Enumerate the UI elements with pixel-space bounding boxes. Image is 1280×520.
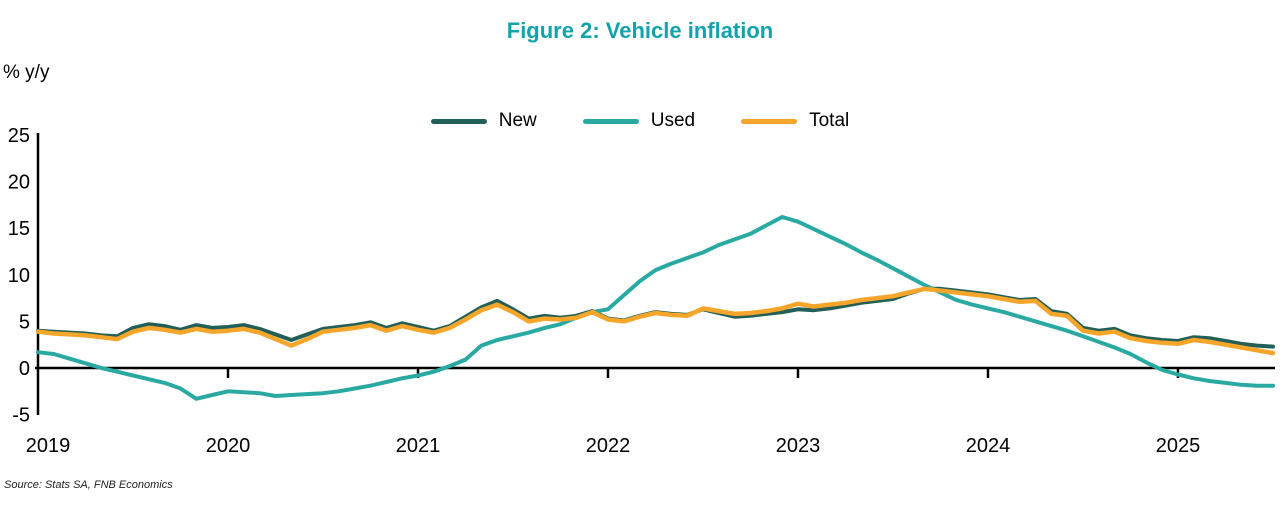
x-tick-label: 2019 bbox=[26, 435, 71, 457]
series-line-total bbox=[35, 286, 1276, 356]
series-line-used bbox=[36, 215, 1275, 401]
y-axis-unit-label: % y/y bbox=[3, 62, 50, 83]
chart-title: Figure 2: Vehicle inflation bbox=[506, 18, 774, 43]
x-tick-label: 2023 bbox=[776, 435, 821, 457]
y-tick-label: -5 bbox=[12, 405, 30, 427]
x-tick-label: 2025 bbox=[1156, 435, 1201, 457]
y-tick-label: 10 bbox=[8, 265, 30, 287]
y-tick-label: 15 bbox=[8, 218, 30, 240]
source-note: Source: Stats SA, FNB Economics bbox=[4, 479, 173, 491]
legend-label-new: New bbox=[498, 110, 537, 131]
legend-label-total: Total bbox=[809, 110, 850, 131]
legend-swatch-new-icon bbox=[430, 118, 487, 124]
x-tick-label: 2024 bbox=[966, 435, 1011, 457]
legend-label-used: Used bbox=[650, 110, 696, 131]
x-tick-label: 2020 bbox=[206, 435, 251, 457]
y-tick-label: 25 bbox=[8, 125, 30, 147]
x-tick-label: 2022 bbox=[586, 435, 631, 457]
legend-item-used: Used bbox=[582, 110, 696, 132]
y-tick-label: 5 bbox=[19, 311, 30, 333]
x-tick-label: 2021 bbox=[396, 435, 441, 457]
legend-item-total: Total bbox=[741, 110, 849, 132]
y-tick-label: 20 bbox=[8, 172, 30, 194]
legend-swatch-total-icon bbox=[741, 118, 798, 124]
chart-legend: New Used Total bbox=[0, 110, 1280, 132]
y-tick-label: 0 bbox=[19, 358, 30, 380]
legend-item-new: New bbox=[430, 110, 537, 132]
legend-swatch-used-icon bbox=[582, 118, 639, 124]
